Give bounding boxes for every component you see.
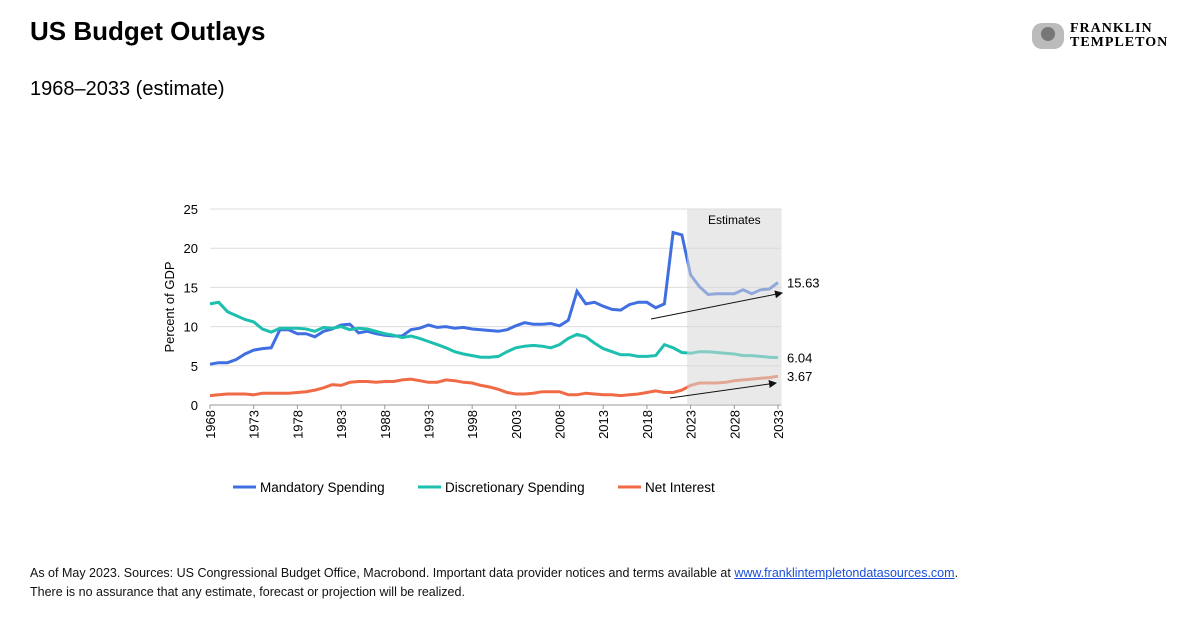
subtitle: 1968–2033 (estimate)	[30, 78, 225, 100]
data-label: 15.63	[787, 275, 820, 290]
x-tick-label: 2013	[596, 410, 611, 439]
data-label: 3.67	[787, 369, 812, 384]
logo-text: FRANKLIN	[1070, 21, 1153, 36]
x-tick-label: 1988	[378, 410, 393, 439]
x-tick-label: 2028	[727, 410, 742, 439]
estimate-shade	[687, 209, 782, 405]
x-tick-label: 2008	[553, 410, 568, 439]
x-tick-label: 1998	[465, 410, 480, 439]
x-tick-label: 2003	[509, 410, 524, 439]
logo-text: TEMPLETON	[1070, 35, 1169, 50]
y-axis-label: Percent of GDP	[162, 261, 177, 352]
link[interactable]: www.franklintempletondatasources.com	[734, 566, 955, 580]
series-line	[209, 300, 779, 360]
y-tick-label: 25	[184, 202, 198, 217]
x-tick-label: 1978	[290, 410, 305, 439]
footnote: As of May 2023. Sources: US Congressiona…	[30, 566, 958, 580]
legend-label: Net Interest	[645, 480, 715, 495]
y-tick-label: 0	[191, 398, 198, 413]
x-tick-label: 1973	[247, 410, 262, 439]
series-line	[209, 374, 779, 398]
legend-label: Mandatory Spending	[260, 480, 385, 495]
annotation-arrow	[669, 380, 777, 399]
title: US Budget Outlays	[30, 16, 266, 46]
footnote-text: As of May 2023. Sources: US Congressiona…	[30, 566, 735, 580]
logo: FRANKLIN TEMPLETON	[1030, 20, 1168, 52]
x-tick-label: 2018	[640, 410, 655, 439]
x-tick-label: 1993	[421, 410, 436, 439]
legend-label: Discretionary Spending	[445, 480, 585, 495]
annotation-arrow	[650, 290, 783, 320]
footnote: There is no assurance that any estimate,…	[30, 585, 465, 599]
x-tick-label: 2033	[771, 410, 786, 439]
y-tick-label: 10	[184, 320, 198, 335]
series-line	[209, 230, 779, 366]
y-tick-label: 15	[184, 280, 198, 295]
data-label: 6.04	[787, 351, 812, 366]
shade-label: Estimates	[708, 213, 761, 227]
x-tick-label: 2023	[684, 410, 699, 439]
x-tick-label: 1968	[203, 410, 218, 439]
y-tick-label: 20	[184, 241, 198, 256]
chart: Percent of GDP 0 5 10 15 20 25 1968 1973 1978 198…	[162, 202, 820, 495]
logo-icon	[1032, 23, 1064, 49]
y-tick-label: 5	[191, 359, 198, 374]
x-tick-label: 1983	[334, 410, 349, 439]
footnote-text: .	[954, 566, 959, 580]
